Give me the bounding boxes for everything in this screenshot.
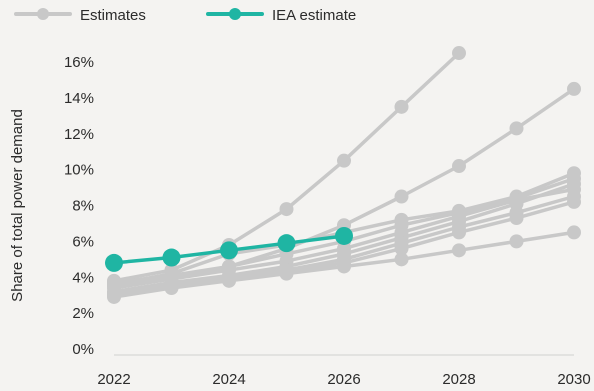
data-point	[452, 243, 466, 258]
data-point	[279, 202, 294, 217]
x-tick-label: 2028	[442, 371, 475, 388]
data-point	[277, 234, 296, 253]
series-layer	[105, 46, 581, 304]
data-point	[567, 194, 581, 209]
y-tick-label: 12%	[64, 126, 94, 143]
data-point	[509, 121, 524, 136]
data-point	[567, 225, 581, 240]
data-point	[509, 211, 524, 226]
data-point	[509, 234, 524, 249]
iea-estimate-series	[105, 226, 353, 272]
data-point	[105, 253, 123, 272]
data-point	[394, 252, 409, 267]
data-point	[567, 176, 581, 191]
y-tick-label: 2%	[72, 305, 94, 322]
estimate-series	[107, 225, 581, 304]
data-point	[337, 153, 351, 168]
legend-label: IEA estimate	[272, 7, 356, 24]
data-point	[452, 46, 466, 61]
x-tick-label: 2026	[327, 371, 360, 388]
x-tick-label: 2022	[97, 371, 130, 388]
y-axis-label: Share of total power demand	[9, 109, 26, 302]
data-point	[452, 159, 466, 174]
legend: Estimates IEA estimate	[14, 7, 356, 24]
data-point	[279, 266, 294, 281]
data-point	[452, 225, 466, 240]
y-tick-label: 10%	[64, 162, 94, 179]
y-tick-label: 14%	[64, 90, 94, 107]
data-point	[335, 226, 353, 245]
x-tick-label: 2030	[557, 371, 590, 388]
data-point	[162, 248, 181, 267]
data-point	[394, 99, 409, 114]
legend-marker	[229, 8, 241, 20]
data-point	[567, 81, 581, 96]
axes: 0% 2% 4% 6% 8% 10% 12% 14% 16% 2022 2024 2026 2028 20…	[9, 54, 591, 388]
y-tick-label: 8%	[72, 198, 94, 215]
data-point	[107, 289, 121, 304]
data-point	[220, 241, 238, 260]
data-point	[222, 273, 236, 288]
x-tick-label: 2024	[212, 371, 245, 388]
y-tick-label: 6%	[72, 233, 94, 250]
legend-label: Estimates	[80, 7, 146, 24]
data-point	[394, 241, 409, 256]
data-point	[394, 189, 409, 204]
y-tick-label: 4%	[72, 269, 94, 286]
data-point	[337, 259, 351, 274]
legend-marker	[37, 8, 49, 20]
y-tick-label: 0%	[72, 341, 94, 358]
y-tick-label: 16%	[64, 54, 94, 71]
data-point	[164, 281, 179, 296]
